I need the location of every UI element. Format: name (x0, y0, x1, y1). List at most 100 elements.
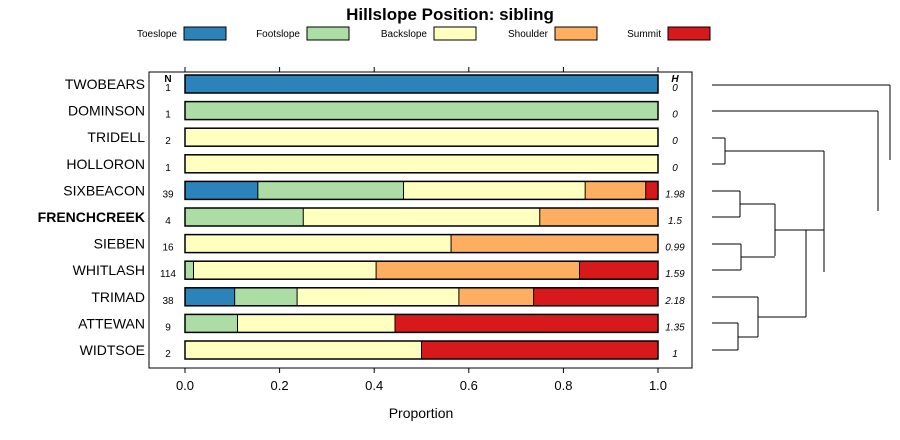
x-tick-label: 0.8 (554, 378, 572, 393)
row-tridell: TRIDELL 2 0 (87, 127, 678, 147)
row-widtsoe: WIDTSOE 2 1 (80, 340, 678, 360)
bar-segment-footslope (234, 287, 298, 306)
legend-swatch-footslope (306, 26, 350, 41)
legend-label-summit: Summit (627, 29, 661, 40)
n-value: 9 (165, 322, 171, 333)
bar-segment-toeslope (185, 75, 658, 93)
bar-segment-backslope (185, 154, 658, 173)
bar-outline (184, 100, 659, 121)
bar-segment-shoulder (451, 234, 658, 253)
row-frenchcreek: FRENCHCREEK 4 1.5 (38, 207, 682, 227)
bar-outline (184, 233, 659, 254)
row-label: TRIDELL (87, 129, 145, 145)
bar-segment-summit (645, 181, 658, 200)
row-dominson: DOMINSON 1 0 (68, 100, 678, 121)
bar-segment-backslope (193, 261, 377, 280)
bar-outline (184, 127, 659, 147)
h-column-header: H (671, 74, 679, 85)
legend-label-backslope: Backslope (381, 29, 428, 40)
row-label: TWOBEARS (65, 76, 145, 92)
bar-outline (184, 340, 659, 360)
row-label: SIXBEACON (63, 182, 145, 198)
row-label: DOMINSON (68, 103, 145, 119)
bar-outline (184, 287, 659, 307)
n-value: 1 (165, 83, 171, 94)
row-label: ATTEWAN (78, 315, 145, 331)
bar-outline (184, 260, 659, 280)
legend-swatch-backslope (433, 26, 477, 41)
n-value: 1 (165, 163, 171, 174)
n-value: 39 (162, 189, 174, 200)
bar-outline (184, 74, 659, 94)
row-label: WIDTSOE (80, 342, 145, 358)
bar-segment-backslope (185, 341, 422, 359)
chart-title: Hillslope Position: sibling (346, 5, 554, 24)
n-value: 4 (165, 216, 171, 227)
bar-outline (184, 313, 659, 334)
x-tick-label: 0.2 (271, 378, 289, 393)
bar-rows: TWOBEARS 1 0 DOMINSON 1 0 TRIDELL 2 0 HOLLORON 1 0 S… (38, 74, 685, 360)
n-value: 114 (160, 269, 176, 280)
row-label: TRIMAD (91, 289, 145, 305)
bar-segment-summit (533, 287, 658, 306)
h-value: 0 (672, 136, 678, 147)
row-whitlash: WHITLASH 114 1.59 (73, 260, 685, 280)
bar-outline (184, 180, 659, 201)
row-holloron: HOLLORON 1 0 (66, 154, 678, 174)
legend: Toeslope Footslope Backslope Shoulder Summit (137, 26, 711, 41)
bar-segment-shoulder (376, 261, 580, 280)
row-twobears: TWOBEARS 1 0 (65, 74, 678, 94)
h-value: 0 (672, 83, 678, 94)
bar-segment-shoulder (539, 208, 658, 226)
n-value: 2 (165, 349, 171, 360)
bar-segment-footslope (185, 101, 658, 120)
n-value: 2 (165, 136, 171, 147)
bar-segment-footslope (185, 208, 304, 226)
bar-outline (184, 207, 659, 227)
bar-segment-backslope (403, 181, 586, 200)
bar-segment-backslope (297, 287, 459, 306)
row-label: HOLLORON (66, 156, 145, 172)
legend-swatch-toeslope (183, 26, 227, 41)
row-label: SIEBEN (94, 236, 145, 252)
n-column-header: N (164, 74, 171, 85)
h-value: 1.98 (665, 189, 685, 200)
h-value: 0.99 (665, 243, 685, 254)
n-value: 38 (162, 296, 174, 307)
dendrogram (712, 84, 891, 351)
h-value: 1.5 (668, 216, 682, 227)
n-value: 1 (165, 110, 171, 121)
bar-segment-summit (579, 261, 658, 280)
h-value: 0 (672, 163, 678, 174)
bar-segment-backslope (185, 128, 658, 147)
row-sieben: SIEBEN 16 0.99 (94, 233, 685, 254)
bar-segment-shoulder (458, 287, 534, 306)
legend-label-toeslope: Toeslope (137, 29, 177, 40)
legend-label-shoulder: Shoulder (508, 29, 549, 40)
bar-segment-toeslope (185, 287, 235, 306)
legend-swatch-summit (667, 26, 711, 41)
x-tick-label: 0.4 (365, 378, 383, 393)
bar-segment-backslope (185, 234, 452, 253)
bar-segment-footslope (185, 261, 194, 280)
row-sixbeacon: SIXBEACON 39 1.98 (63, 180, 685, 201)
plot-frame (148, 71, 693, 369)
bar-segment-summit (421, 341, 658, 359)
h-value: 1.35 (665, 322, 685, 333)
legend-swatch-shoulder (554, 26, 598, 41)
x-tick-label: 1.0 (649, 378, 667, 393)
bar-outline (184, 154, 659, 174)
bar-segment-summit (395, 314, 658, 333)
row-label: WHITLASH (73, 262, 145, 278)
bar-segment-footslope (257, 181, 404, 200)
bar-segment-backslope (237, 314, 396, 333)
x-tick-label: 0.6 (460, 378, 478, 393)
row-attewan: ATTEWAN 9 1.35 (78, 313, 685, 334)
x-axis: 0.0 0.2 0.4 0.6 0.8 1.0 (176, 67, 667, 393)
h-value: 1.59 (665, 269, 685, 280)
h-value: 2.18 (664, 296, 685, 307)
bar-segment-backslope (303, 208, 540, 226)
h-value: 0 (672, 110, 678, 121)
n-value: 16 (162, 243, 174, 254)
legend-label-footslope: Footslope (256, 29, 300, 40)
